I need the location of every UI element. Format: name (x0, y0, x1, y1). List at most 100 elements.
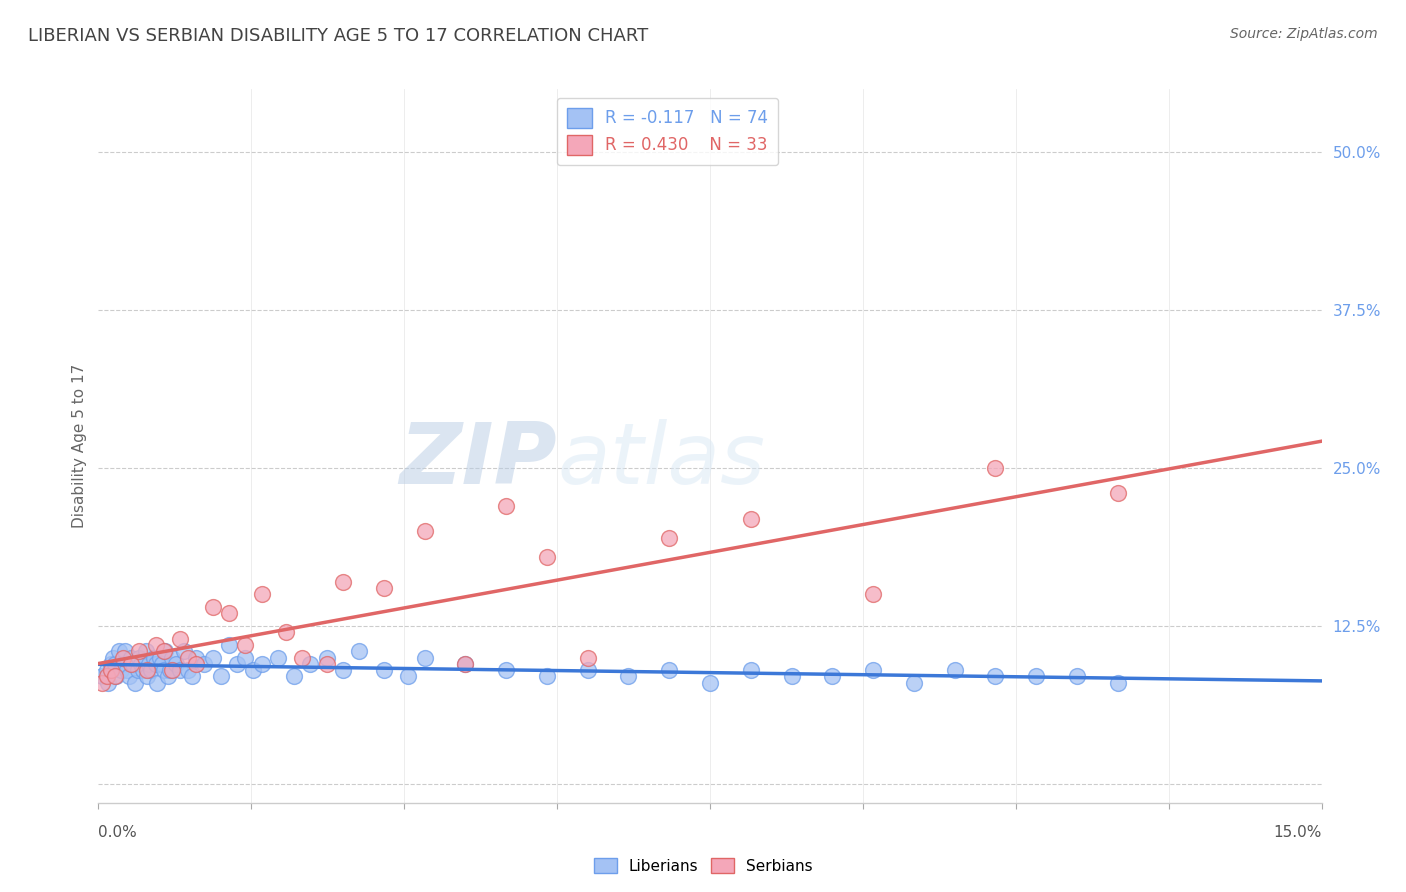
Text: LIBERIAN VS SERBIAN DISABILITY AGE 5 TO 17 CORRELATION CHART: LIBERIAN VS SERBIAN DISABILITY AGE 5 TO … (28, 27, 648, 45)
Point (127, 663, 149, 677)
Text: Source: ZipAtlas.com: Source: ZipAtlas.com (1230, 27, 1378, 41)
Point (101, 650, 124, 665)
Point (96, 663, 118, 677)
Point (169, 632, 191, 646)
Point (128, 650, 150, 665)
Point (136, 663, 159, 677)
Text: ZIP: ZIP (399, 418, 557, 502)
Point (120, 650, 142, 665)
Point (132, 663, 155, 677)
Point (138, 657, 160, 671)
Point (1107, 486, 1129, 500)
Point (100, 657, 122, 671)
Point (903, 675, 925, 690)
Point (536, 669, 558, 683)
Point (142, 650, 165, 665)
Point (91, 675, 114, 690)
Point (177, 650, 200, 665)
Point (283, 669, 305, 683)
Legend: Liberians, Serbians: Liberians, Serbians (588, 852, 818, 880)
Point (250, 657, 273, 671)
Point (349, 644, 371, 658)
Text: atlas: atlas (557, 418, 765, 502)
Point (111, 657, 134, 671)
Point (226, 657, 249, 671)
Point (699, 675, 721, 690)
Point (218, 607, 240, 621)
Point (576, 650, 599, 665)
Point (299, 657, 322, 671)
Point (576, 663, 599, 677)
Point (160, 663, 183, 677)
Point (91, 669, 114, 683)
Point (984, 461, 1007, 475)
Point (159, 663, 181, 677)
Point (413, 650, 436, 665)
Point (454, 657, 477, 671)
Point (146, 675, 169, 690)
Point (111, 650, 134, 665)
Point (242, 663, 264, 677)
Point (943, 663, 966, 677)
Point (120, 657, 142, 671)
Point (128, 644, 150, 658)
Point (104, 669, 127, 683)
Point (332, 574, 354, 589)
Point (315, 657, 337, 671)
Point (177, 663, 200, 677)
Point (129, 657, 152, 671)
Point (658, 663, 681, 677)
Point (1107, 675, 1129, 690)
Point (115, 663, 138, 677)
Point (152, 663, 174, 677)
Point (617, 669, 640, 683)
Point (315, 650, 337, 665)
Point (495, 499, 517, 513)
Point (821, 669, 844, 683)
Point (740, 511, 762, 525)
Point (141, 663, 163, 677)
Y-axis label: Disability Age 5 to 17: Disability Age 5 to 17 (72, 364, 87, 528)
Point (169, 663, 191, 677)
Point (413, 524, 436, 539)
Point (454, 657, 477, 671)
Point (156, 669, 179, 683)
Point (135, 644, 157, 658)
Point (233, 638, 256, 652)
Point (495, 663, 517, 677)
Point (165, 657, 187, 671)
Point (984, 669, 1007, 683)
Point (862, 587, 884, 601)
Text: 0.0%: 0.0% (98, 825, 138, 840)
Legend: R = -0.117   N = 74, R = 0.430    N = 33: R = -0.117 N = 74, R = 0.430 N = 33 (557, 97, 778, 165)
Point (100, 663, 122, 677)
Point (274, 625, 297, 640)
Point (110, 663, 132, 677)
Point (1025, 669, 1047, 683)
Point (155, 644, 177, 658)
Point (780, 669, 803, 683)
Point (218, 638, 240, 652)
Point (201, 600, 224, 615)
Point (97, 675, 120, 690)
Point (96, 669, 118, 683)
Point (373, 581, 395, 595)
Point (267, 650, 290, 665)
Point (396, 669, 419, 683)
Point (536, 549, 558, 564)
Point (149, 650, 172, 665)
Point (186, 650, 208, 665)
Point (124, 675, 146, 690)
Point (105, 669, 128, 683)
Point (332, 663, 354, 677)
Point (104, 657, 127, 671)
Point (136, 669, 159, 683)
Point (108, 644, 131, 658)
Point (250, 587, 273, 601)
Point (373, 663, 395, 677)
Point (233, 650, 256, 665)
Point (181, 669, 204, 683)
Point (209, 669, 232, 683)
Point (186, 657, 208, 671)
Point (160, 650, 183, 665)
